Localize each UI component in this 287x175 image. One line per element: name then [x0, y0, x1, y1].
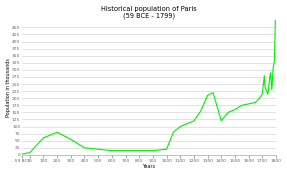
Title: Historical population of Paris
(59 BCE - 1799): Historical population of Paris (59 BCE -… — [101, 6, 197, 19]
Y-axis label: Population in thousands: Population in thousands — [5, 58, 11, 117]
X-axis label: Years: Years — [142, 164, 155, 169]
